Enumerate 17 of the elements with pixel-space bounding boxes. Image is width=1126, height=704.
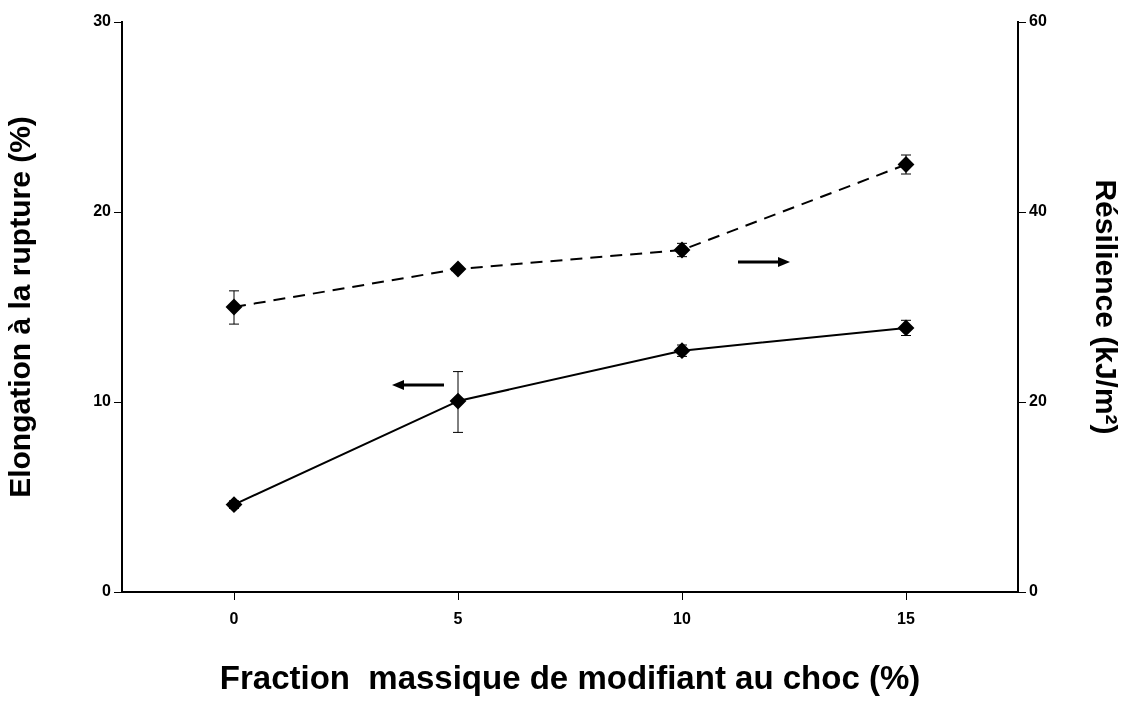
y-tick-label: 20	[93, 202, 112, 220]
y2-axis-title: Résilience (kJ/m²)	[1089, 179, 1123, 435]
x-tick-label: 5	[453, 610, 463, 628]
y2-tick-label: 0	[1029, 582, 1038, 600]
y2-tick-label: 20	[1029, 392, 1047, 410]
y-tick-label: 30	[93, 12, 112, 30]
y-tick-label: 0	[102, 582, 112, 600]
x-tick-label: 0	[229, 610, 239, 628]
x-tick-label: 15	[897, 610, 915, 628]
y-tick-label: 10	[93, 392, 112, 410]
x-axis-title: Fraction massique de modifiant au choc (%)	[219, 659, 921, 697]
y2-tick-label: 60	[1029, 12, 1047, 30]
y2-tick-label: 40	[1029, 202, 1047, 220]
x-tick-label: 10	[673, 610, 691, 628]
y-axis-title: Elongation à la rupture (%)	[3, 116, 37, 498]
point	[226, 496, 242, 513]
point	[450, 261, 466, 277]
